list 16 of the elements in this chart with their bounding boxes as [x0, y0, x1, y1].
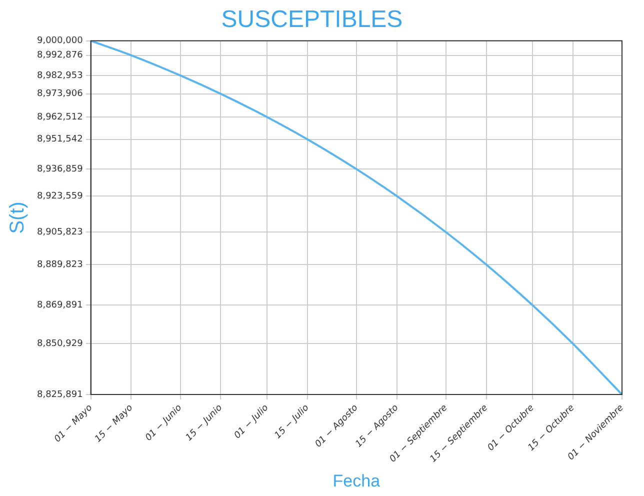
y-tick-label: 8,923,559 [36, 191, 84, 202]
chart-title: SUSCEPTIBLES [221, 6, 403, 34]
y-axis-title: S(t) [6, 202, 29, 234]
y-tick-label: 9,000,000 [36, 36, 84, 46]
y-tick-label: 8,936,859 [36, 164, 84, 174]
y-tick-label: 8,962,512 [36, 112, 83, 122]
y-tick-label: 8,973,906 [36, 89, 84, 100]
x-axis-title: Fecha [332, 471, 381, 490]
y-tick-label: 8,889,823 [36, 260, 83, 270]
y-tick-label: 8,869,891 [36, 300, 83, 310]
y-tick-label: 8,850,929 [36, 339, 84, 350]
y-tick-label: 8,905,823 [36, 227, 83, 238]
y-tick-label: 8,825,891 [36, 390, 83, 400]
y-tick-label: 8,992,876 [36, 50, 84, 61]
y-tick-label: 8,951,542 [36, 134, 83, 145]
y-tick-label: 8,982,953 [36, 70, 83, 81]
